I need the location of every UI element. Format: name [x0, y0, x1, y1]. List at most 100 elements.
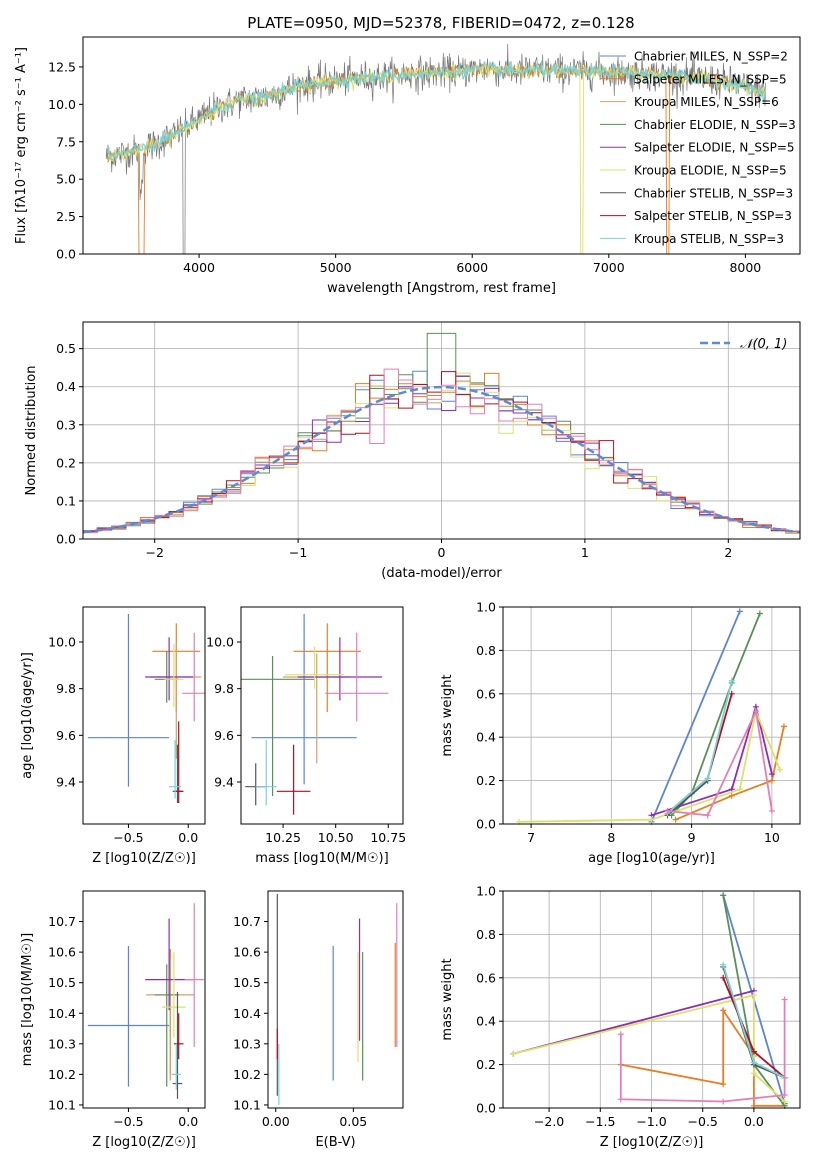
- y-axis-label: age [log10(age/yr)]: [20, 652, 35, 779]
- legend-entry: Salpeter MILES, N_SSP=5: [634, 72, 787, 86]
- x-tick-label: 0.0: [178, 830, 198, 845]
- axes-frame: [82, 606, 206, 825]
- y-tick-label: 0.2: [56, 455, 76, 470]
- y-tick-label: 10.2: [48, 1067, 76, 1082]
- y-tick-label: 5.0: [56, 172, 76, 187]
- legend-entry: Salpeter STELIB, N_SSP=3: [634, 209, 792, 223]
- x-tick-label: 0.0: [744, 1114, 764, 1129]
- x-tick-label: 10.25: [265, 830, 301, 845]
- mass-vs-extinction-panel: 0.00 0.05 10.1 10.2 10.3 10.4 10.5 10.6 10.7 E(B-…: [233, 890, 404, 1150]
- weight-marker: [720, 1098, 727, 1105]
- axes-frame: [82, 890, 206, 1109]
- x-tick-label: 7: [527, 830, 535, 845]
- y-tick-label: 10.3: [233, 1036, 261, 1051]
- y-tick-label: 0.1: [56, 493, 76, 508]
- weight-marker: [736, 608, 743, 615]
- weight-marker: [768, 771, 775, 778]
- y-tick-label: 10.6: [233, 945, 261, 960]
- x-tick-label: −1: [289, 545, 307, 560]
- axes-frame: [240, 606, 404, 825]
- y-tick-label: 1.0: [476, 600, 496, 615]
- x-axis-label: age [log10(age/yr)]: [588, 851, 715, 866]
- x-axis-label: E(B-V): [315, 1135, 355, 1150]
- y-tick-label: 10.3: [48, 1036, 76, 1051]
- weight-marker: [704, 775, 711, 782]
- legend-entry: Kroupa MILES, N_SSP=6: [634, 95, 779, 109]
- weight-marker: [750, 992, 757, 999]
- x-axis-label: wavelength [Angstrom, rest frame]: [327, 281, 556, 296]
- y-tick-label: 0.0: [476, 817, 496, 832]
- x-tick-label: 10: [764, 830, 780, 845]
- observed-spectrum-line: [105, 43, 766, 254]
- weight-series-line: [651, 703, 773, 817]
- y-tick-label: 1.0: [476, 884, 496, 899]
- weight-marker: [781, 996, 788, 1003]
- y-tick-label: 10.6: [48, 945, 76, 960]
- x-tick-label: 1: [581, 545, 589, 560]
- weight-marker: [720, 1081, 727, 1088]
- legend-entry: Chabrier MILES, N_SSP=2: [634, 50, 788, 64]
- y-tick-label: 0.5: [56, 341, 76, 356]
- y-tick-label: 9.6: [214, 728, 234, 743]
- y-tick-label: 0.4: [476, 1014, 496, 1029]
- weight-series-line: [675, 726, 785, 821]
- x-tick-label: 0.05: [339, 1114, 367, 1129]
- weight-marker: [664, 807, 671, 814]
- weight-series-line: [650, 610, 741, 823]
- weight-series-line: [519, 708, 781, 823]
- x-tick-label: −1.5: [585, 1114, 615, 1129]
- weight-marker: [781, 1091, 788, 1098]
- weight-marker: [720, 974, 727, 981]
- normal-curve-line: [83, 385, 800, 534]
- x-axis-label: mass [log10(M/M☉)]: [255, 851, 388, 866]
- y-tick-label: 10.1: [233, 1097, 261, 1112]
- x-tick-label: 10.75: [370, 830, 406, 845]
- errorbars: [241, 614, 389, 815]
- x-tick-label: 0: [438, 545, 446, 560]
- y-tick-label: 0.8: [476, 643, 496, 658]
- weight-marker: [752, 708, 759, 715]
- errorbars: [276, 894, 398, 1105]
- weight-series-line: [512, 994, 786, 1103]
- weight-marker: [617, 1031, 624, 1038]
- errorbars: [87, 903, 204, 1099]
- y-tick-label: 10.4: [233, 1006, 261, 1021]
- y-tick-label: 7.5: [56, 134, 76, 149]
- y-tick-label: 9.4: [214, 775, 234, 790]
- legend-entry: Chabrier STELIB, N_SSP=3: [634, 186, 793, 200]
- y-tick-label: 0.3: [56, 417, 76, 432]
- x-tick-label: 6000: [456, 260, 488, 275]
- weight-series-line: [667, 779, 709, 816]
- weight-marker: [781, 1098, 788, 1105]
- y-tick-label: 10.0: [48, 635, 76, 650]
- spectrum-panel: 4000 5000 6000 7000 8000 0.0 2.5 5.0 7.5 10.0 12.5…: [14, 36, 801, 296]
- model-spectrum-line: [107, 62, 766, 254]
- weight-marker: [736, 786, 743, 793]
- weight-marker: [780, 723, 787, 730]
- x-tick-label: 4000: [183, 260, 215, 275]
- mass-vs-metallicity-panel: −0.5 0.0 10.1 10.2 10.3 10.4 10.5 10.6 10.7 Z [lo…: [20, 890, 206, 1150]
- x-tick-label: 8000: [729, 260, 761, 275]
- spectrum-lines: [105, 43, 766, 254]
- x-tick-label: 5000: [320, 260, 352, 275]
- y-tick-label: 0.4: [56, 379, 76, 394]
- y-tick-label: 0.2: [476, 1057, 496, 1072]
- x-axis-label: Z [log10(Z/Z☉)]: [600, 1135, 704, 1150]
- weight-marker: [720, 892, 727, 899]
- y-tick-label: 10.7: [48, 914, 76, 929]
- y-tick-label: 10.4: [48, 1006, 76, 1021]
- legend-entry: Salpeter ELODIE, N_SSP=5: [634, 141, 795, 155]
- y-tick-label: 9.6: [56, 728, 76, 743]
- y-tick-label: 12.5: [48, 59, 76, 74]
- weight-marker: [728, 690, 735, 697]
- x-axis-label: (data-model)/error: [381, 566, 502, 581]
- x-tick-label: −0.5: [113, 830, 143, 845]
- age-vs-metallicity-panel: −0.5 0.0 9.4 9.6 9.8 10.0 Z [log10(Z/Z☉)] age […: [20, 606, 206, 866]
- x-tick-label: −0.5: [688, 1114, 718, 1129]
- y-tick-label: 0.0: [56, 247, 76, 262]
- x-tick-label: 2: [724, 545, 732, 560]
- x-tick-label: 10.50: [318, 830, 354, 845]
- weight-lines: [510, 892, 788, 1109]
- weight-marker: [768, 777, 775, 784]
- age-vs-mass-panel: 10.25 10.50 10.75 9.4 9.6 9.8 10.0 mass [log10(…: [206, 606, 406, 866]
